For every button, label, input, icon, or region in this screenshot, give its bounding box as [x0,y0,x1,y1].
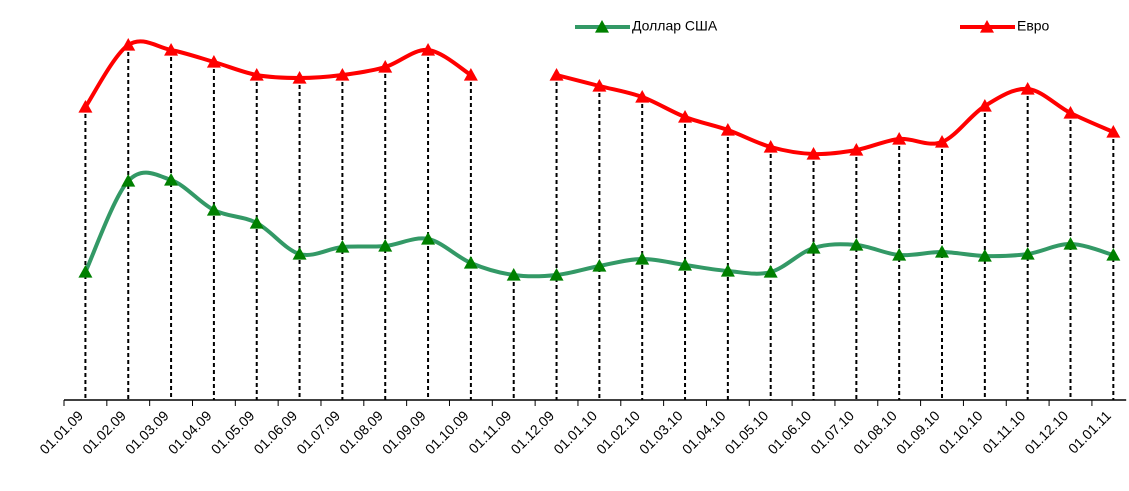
marker [592,79,607,92]
x-tick-label: 01.06.10 [764,407,814,457]
x-tick-label: 01.03.10 [636,407,686,457]
marker [1020,247,1035,260]
marker [421,43,436,56]
marker [977,99,992,112]
x-tick-label: 01.02.09 [79,407,129,457]
legend-label: Доллар США [632,18,718,34]
x-tick-label: 01.09.10 [893,407,943,457]
x-tick-label: 01.06.09 [250,407,300,457]
marker [635,90,650,103]
x-tick-label: 01.04.10 [679,407,729,457]
marker [1106,248,1121,261]
x-tick-label: 01.03.09 [122,407,172,457]
x-tick-label: 01.08.09 [336,407,386,457]
marker [463,256,478,269]
marker [806,147,821,160]
x-tick-label: 01.10.10 [936,407,986,457]
drop-lines [84,45,1115,400]
marker [292,247,307,260]
marker [463,68,478,81]
x-tick-label: 01.10.09 [422,407,472,457]
marker [506,268,521,281]
marker [678,110,693,123]
marker [378,60,393,73]
legend-label: Евро [1017,18,1050,34]
marker [935,135,950,148]
marker [164,43,179,56]
x-tick-label: 01.07.09 [293,407,343,457]
legend-marker [980,20,994,33]
marker [720,123,735,136]
marker [1063,106,1078,119]
marker [549,68,564,81]
marker [892,248,907,261]
x-tick-label: 01.09.09 [379,407,429,457]
x-tick-label: 01.01.09 [36,407,86,457]
x-tick-label: 01.05.09 [208,407,258,457]
x-tick-label: 01.04.09 [165,407,215,457]
marker [1063,237,1078,250]
marker [249,68,264,81]
marker [78,100,93,113]
marker [335,68,350,81]
marker [763,140,778,153]
marker [249,216,264,229]
marker [849,143,864,156]
x-tick-label: 01.02.10 [593,407,643,457]
x-tick-label: 01.01.11 [1065,407,1114,456]
marker [121,38,136,51]
series-line [83,39,472,109]
marker [806,241,821,254]
marker [378,239,393,252]
marker [592,259,607,272]
x-tick-label: 01.11.10 [979,407,1028,456]
x-tick-label: 01.12.10 [1021,407,1071,457]
marker [421,232,436,245]
marker [678,258,693,271]
plot-area [78,38,1121,281]
marker [164,173,179,186]
x-tick-label: 01.05.10 [722,407,772,457]
marker [1106,125,1121,138]
marker [849,238,864,251]
marker [206,55,221,68]
marker [335,240,350,253]
marker [206,203,221,216]
legend-marker [595,20,609,33]
x-tick-label: 01.11.09 [465,407,514,456]
marker [977,249,992,262]
marker [935,245,950,258]
x-tick-label: 01.07.10 [807,407,857,457]
marker [1020,82,1035,95]
x-tick-label: 01.01.10 [550,407,600,457]
marker [763,265,778,278]
x-tick-label: 01.12.09 [507,407,557,457]
marker [549,268,564,281]
marker [720,264,735,277]
x-tick-label: 01.08.10 [850,407,900,457]
marker [635,252,650,265]
marker [78,265,93,278]
marker [121,174,136,187]
marker [292,71,307,84]
marker [892,132,907,145]
